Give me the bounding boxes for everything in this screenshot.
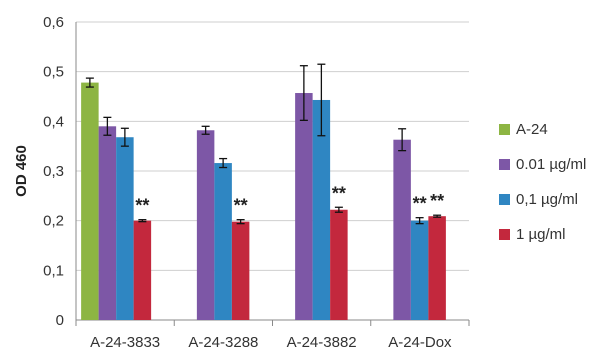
bar bbox=[116, 137, 134, 320]
legend-label: 0,1 µg/ml bbox=[516, 191, 578, 208]
significance-mark: ** bbox=[413, 194, 427, 214]
significance-marks: **** **** ** bbox=[135, 183, 444, 215]
legend-label: A-24 bbox=[516, 121, 548, 138]
bar bbox=[133, 220, 152, 320]
bar bbox=[330, 209, 348, 320]
legend-swatch bbox=[499, 194, 510, 205]
legend-swatch bbox=[499, 124, 510, 135]
legend: A-24 0.01 µg/ml 0,1 µg/ml 1 µg/ml bbox=[499, 121, 586, 243]
bar bbox=[295, 93, 313, 320]
error-bars bbox=[85, 63, 442, 225]
x-category-label: A-24-3288 bbox=[188, 334, 258, 351]
y-tick-label: 0,4 bbox=[43, 113, 64, 130]
y-tick-label: 0,5 bbox=[43, 64, 64, 81]
legend-label: 0.01 µg/ml bbox=[516, 156, 586, 173]
x-category-label: A-24-3833 bbox=[90, 334, 160, 351]
legend-label: 1 µg/ml bbox=[516, 226, 566, 243]
significance-mark: ** bbox=[234, 196, 248, 216]
x-category-label: A-24-3882 bbox=[287, 334, 357, 351]
x-category-label: A-24-Dox bbox=[388, 334, 452, 351]
bar bbox=[428, 216, 446, 320]
significance-mark: ** bbox=[430, 191, 444, 211]
legend-swatch bbox=[499, 159, 510, 170]
bars bbox=[81, 82, 446, 321]
x-axis: A-24-3833 A-24-3288 A-24-3882 A-24-Dox bbox=[75, 22, 470, 351]
y-tick-label: 0,6 bbox=[43, 14, 64, 31]
bar bbox=[214, 163, 232, 320]
bar bbox=[98, 126, 117, 320]
bar bbox=[231, 221, 250, 320]
y-tick-label: 0,1 bbox=[43, 262, 64, 279]
bar bbox=[410, 220, 429, 320]
legend-swatch bbox=[499, 229, 510, 240]
bar bbox=[393, 139, 411, 320]
bar bbox=[196, 130, 215, 320]
bar bbox=[312, 99, 331, 320]
significance-mark: ** bbox=[135, 196, 149, 216]
y-axis-title: OD 460 bbox=[13, 145, 30, 197]
y-axis-ticks: 0 0,1 0,2 0,3 0,4 0,5 0,6 bbox=[43, 14, 64, 329]
y-tick-label: 0 bbox=[56, 312, 64, 329]
y-tick-label: 0,3 bbox=[43, 163, 64, 180]
bar bbox=[81, 82, 99, 321]
significance-mark: ** bbox=[332, 183, 346, 203]
y-tick-label: 0,2 bbox=[43, 213, 64, 230]
